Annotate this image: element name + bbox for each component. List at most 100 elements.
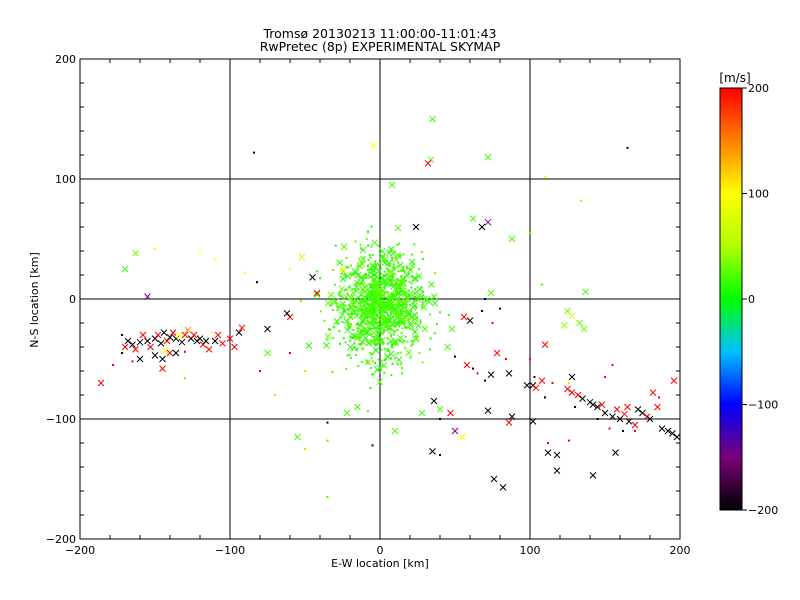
point-cross [313,291,321,298]
point-dot [393,325,396,328]
point-cross [431,299,439,307]
point-dot [472,367,474,370]
point-dot [379,303,382,306]
point-dot [374,280,377,283]
point-dot [365,300,368,303]
point-dot [393,357,396,360]
point-dot [413,300,416,303]
point-dot [214,258,216,261]
point-dot [382,310,385,313]
point-dot [568,439,570,442]
point-cross [333,317,341,325]
point-dot [383,286,386,289]
point-cross [408,258,416,266]
point-cross [121,265,129,273]
point-dot [422,303,425,306]
point-dot [367,258,370,261]
point-dot [409,327,412,330]
point-cross [339,303,346,310]
point-dot [402,298,405,301]
point-dot [399,313,402,316]
point-cross [376,311,384,318]
point-dot [369,276,372,279]
point-dot [387,268,390,271]
point-dot [121,352,123,354]
point-dot [389,262,392,265]
point-dot [359,294,362,297]
x-tick-label: 100 [520,544,541,557]
point-dot [356,305,359,308]
point-dot [410,286,413,289]
point-dot [358,343,361,346]
point-cross [414,295,422,303]
point-cross [159,365,166,372]
point-dot [379,310,382,313]
point-dot [353,305,356,308]
point-cross [264,349,271,357]
point-dot [369,386,372,389]
point-dot [384,325,387,328]
point-dot [383,282,386,285]
point-dot [387,327,390,330]
point-cross [343,317,351,325]
point-dot [349,323,352,326]
point-dot [403,314,406,317]
point-dot [365,238,368,241]
point-cross [172,349,180,357]
point-dot [399,310,402,313]
point-dot [376,330,379,333]
point-dot [384,316,387,319]
point-dot [395,303,398,306]
point-dot [541,283,543,286]
point-dot [382,296,385,299]
point-cross [392,339,399,347]
point-dot [353,342,356,345]
point-dot [372,292,375,295]
point-cross [580,325,588,333]
point-cross [412,223,420,231]
point-cross [613,406,621,413]
point-dot [382,300,385,303]
point-cross [354,271,362,279]
point-dot [357,364,360,367]
point-dot [429,313,432,316]
point-dot [372,307,375,310]
point-cross [181,331,189,339]
point-dot [367,244,370,247]
point-dot [574,406,576,408]
point-dot [416,317,419,320]
point-dot [409,356,412,359]
point-dot [408,273,411,276]
point-cross [372,346,380,354]
point-cross [371,294,379,302]
point-dot [378,308,381,311]
point-dot [374,260,377,263]
point-dot [338,330,341,333]
point-dot [404,326,407,329]
point-dot [394,302,397,305]
point-dot [366,362,369,365]
point-dot [544,175,546,178]
point-dot [353,347,356,350]
point-dot [380,284,383,287]
point-dot [360,261,363,264]
point-dot [362,277,365,280]
colorbar-tick-label: 200 [748,82,769,95]
point-dot [410,340,413,343]
point-dot [377,277,380,280]
point-cross [538,377,546,384]
point-dot [381,294,384,297]
point-dot [371,297,374,300]
point-cross [493,349,501,357]
point-dot [385,358,388,361]
point-dot [329,304,332,307]
point-dot [366,323,369,326]
point-dot [391,259,394,262]
point-dot [409,312,412,315]
point-dot [348,353,351,356]
point-dot [365,297,368,300]
point-dot [391,256,394,259]
point-dot [336,322,339,325]
point-dot [367,268,370,271]
point-cross [420,303,428,311]
